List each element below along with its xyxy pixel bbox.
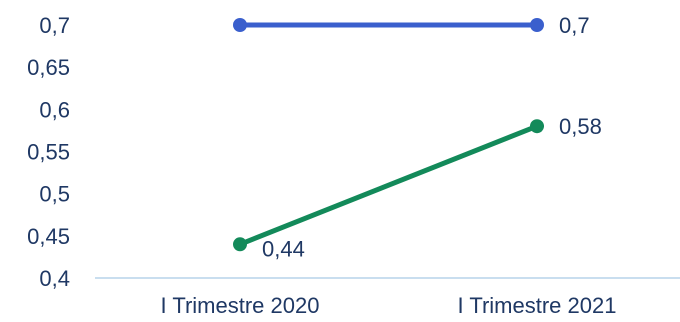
y-tick-label: 0,6 <box>39 97 70 122</box>
data-labels: 0,7 0,44 0,58 <box>262 13 602 261</box>
y-tick-label: 0,4 <box>39 266 70 291</box>
data-point <box>233 18 247 32</box>
series-line <box>237 123 540 247</box>
y-tick-label: 0,7 <box>39 13 70 38</box>
data-point <box>530 119 544 134</box>
data-point <box>530 18 544 32</box>
data-point <box>233 237 247 252</box>
x-category-labels: I Trimestre 2020 I Trimestre 2021 <box>161 293 617 318</box>
y-tick-labels: 0,4 0,45 0,5 0,55 0,6 0,65 0,7 <box>27 13 70 291</box>
data-label: 0,7 <box>559 13 590 38</box>
data-label: 0,58 <box>559 114 602 139</box>
x-category-label: I Trimestre 2021 <box>458 293 617 318</box>
y-tick-label: 0,5 <box>39 182 70 207</box>
y-tick-label: 0,65 <box>27 55 70 80</box>
series-group <box>233 18 544 252</box>
y-tick-label: 0,45 <box>27 224 70 249</box>
y-tick-label: 0,55 <box>27 140 70 165</box>
x-category-label: I Trimestre 2020 <box>161 293 320 318</box>
data-label: 0,44 <box>262 236 305 261</box>
